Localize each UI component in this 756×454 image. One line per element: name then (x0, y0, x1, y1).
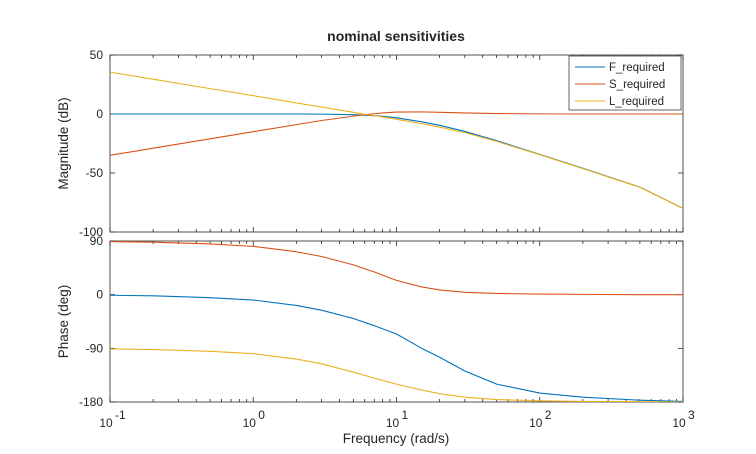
y-tick-label: -180 (79, 395, 103, 409)
phase-panel: 90 0 -90 -180 Phase (deg) (56, 234, 684, 409)
y-tick-label: 0 (96, 107, 103, 121)
x-tick-exponent: 0 (258, 408, 265, 422)
y-tick-label: 90 (90, 234, 104, 248)
x-tick-exponent: 3 (688, 408, 695, 422)
series-line-l-required (110, 71, 683, 209)
series-line-l-required (110, 348, 683, 402)
x-tick-label: 10 (672, 416, 686, 430)
x-tick-exponent: 1 (402, 408, 409, 422)
legend-label: L_required (609, 96, 664, 108)
x-tick-label: 10 (243, 416, 257, 430)
legend: F_required S_required L_required (568, 55, 682, 111)
x-tick-label: 10 (99, 416, 113, 430)
y-axis-label: Phase (deg) (56, 285, 71, 359)
series-line-s-required (110, 241, 683, 296)
y-tick-label: -50 (86, 166, 104, 180)
x-axis-label: Frequency (rad/s) (343, 431, 450, 446)
x-tick-exponent: 2 (545, 408, 552, 422)
legend-label: S_required (609, 79, 665, 91)
y-tick-label: 0 (96, 288, 103, 302)
series-line-f-required (110, 294, 683, 402)
axes-box (109, 240, 684, 403)
series-line-s-required (110, 111, 683, 156)
y-tick-label: 50 (90, 48, 104, 62)
y-tick-label: -90 (86, 341, 104, 355)
x-tick-label: 10 (386, 416, 400, 430)
legend-label: F_required (609, 62, 665, 74)
x-tick-exponent: -1 (115, 408, 126, 422)
y-tick-label: -100 (79, 225, 103, 239)
x-tick-label: 10 (529, 416, 543, 430)
chart-title: nominal sensitivities (327, 28, 465, 44)
y-axis-label: Magnitude (dB) (56, 97, 71, 189)
